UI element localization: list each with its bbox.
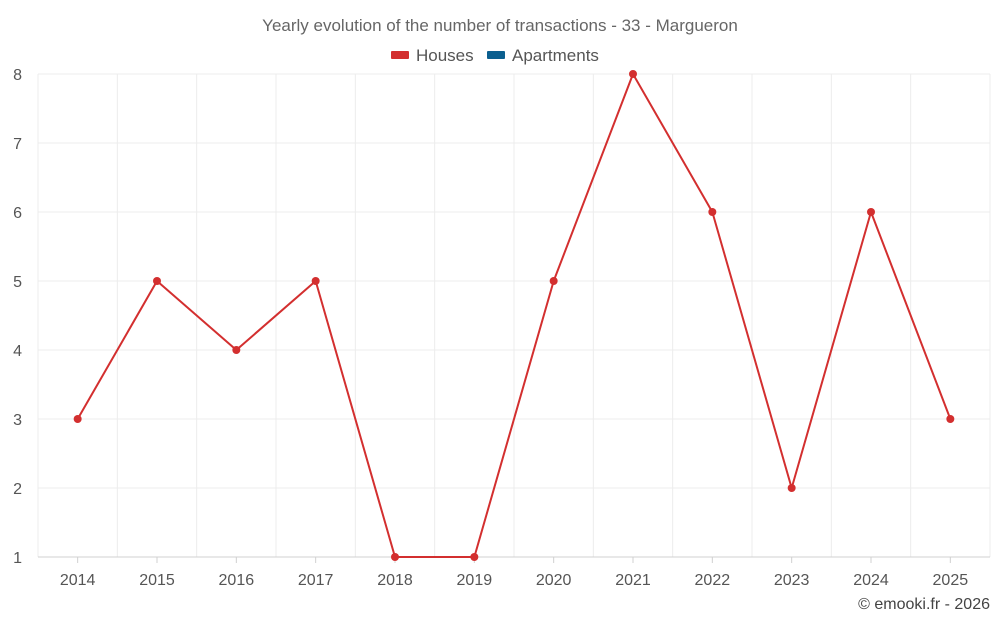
- legend-swatch-houses: [391, 51, 409, 59]
- y-axis: 1 2 3 4 5 6 7 8: [13, 67, 22, 567]
- x-tick-label: 2020: [536, 572, 572, 589]
- data-point[interactable]: [232, 346, 241, 354]
- chart-title: Yearly evolution of the number of transa…: [262, 16, 738, 35]
- y-tick-label: 5: [13, 274, 22, 291]
- data-point[interactable]: [470, 553, 479, 561]
- data-point[interactable]: [629, 70, 637, 78]
- x-tick-label: 2015: [139, 572, 175, 589]
- legend-swatch-apartments: [487, 51, 505, 59]
- data-point[interactable]: [73, 415, 82, 423]
- series-houses: [73, 70, 955, 561]
- data-point[interactable]: [946, 415, 955, 423]
- y-tick-label: 7: [13, 136, 22, 153]
- data-point[interactable]: [311, 277, 320, 285]
- legend-item-apartments[interactable]: Apartments: [487, 46, 599, 65]
- x-tick-label: 2014: [60, 572, 96, 589]
- x-tick-label: 2025: [933, 572, 969, 589]
- x-tick-label: 2016: [219, 572, 255, 589]
- y-tick-label: 2: [13, 481, 22, 498]
- data-point[interactable]: [153, 277, 161, 285]
- series-line-houses: [76, 73, 952, 558]
- x-tick-label: 2021: [615, 572, 651, 589]
- data-point[interactable]: [708, 208, 717, 216]
- y-tick-label: 1: [13, 550, 22, 567]
- legend-label-houses: Houses: [416, 46, 474, 65]
- x-tick-label: 2022: [695, 572, 731, 589]
- legend: Houses Apartments: [391, 46, 599, 65]
- x-tick-label: 2024: [853, 572, 889, 589]
- y-tick-label: 8: [13, 67, 22, 84]
- y-tick-label: 4: [13, 343, 22, 360]
- x-tick-label: 2019: [457, 572, 493, 589]
- y-tick-label: 3: [13, 412, 22, 429]
- data-point[interactable]: [549, 277, 558, 285]
- x-tick-label: 2017: [298, 572, 334, 589]
- x-tick-label: 2023: [774, 572, 810, 589]
- credit-text: © emooki.fr - 2026: [858, 596, 990, 613]
- legend-label-apartments: Apartments: [512, 46, 599, 65]
- data-point[interactable]: [391, 553, 399, 561]
- x-tick-label: 2018: [377, 572, 413, 589]
- x-axis: 2014 2015 2016 2017 2018 2019 2020 2021 2022 2023…: [60, 557, 968, 589]
- legend-item-houses[interactable]: Houses: [391, 46, 474, 65]
- grid: [37, 73, 991, 557]
- data-point[interactable]: [787, 484, 796, 492]
- data-point[interactable]: [867, 208, 875, 216]
- y-tick-label: 6: [13, 205, 22, 222]
